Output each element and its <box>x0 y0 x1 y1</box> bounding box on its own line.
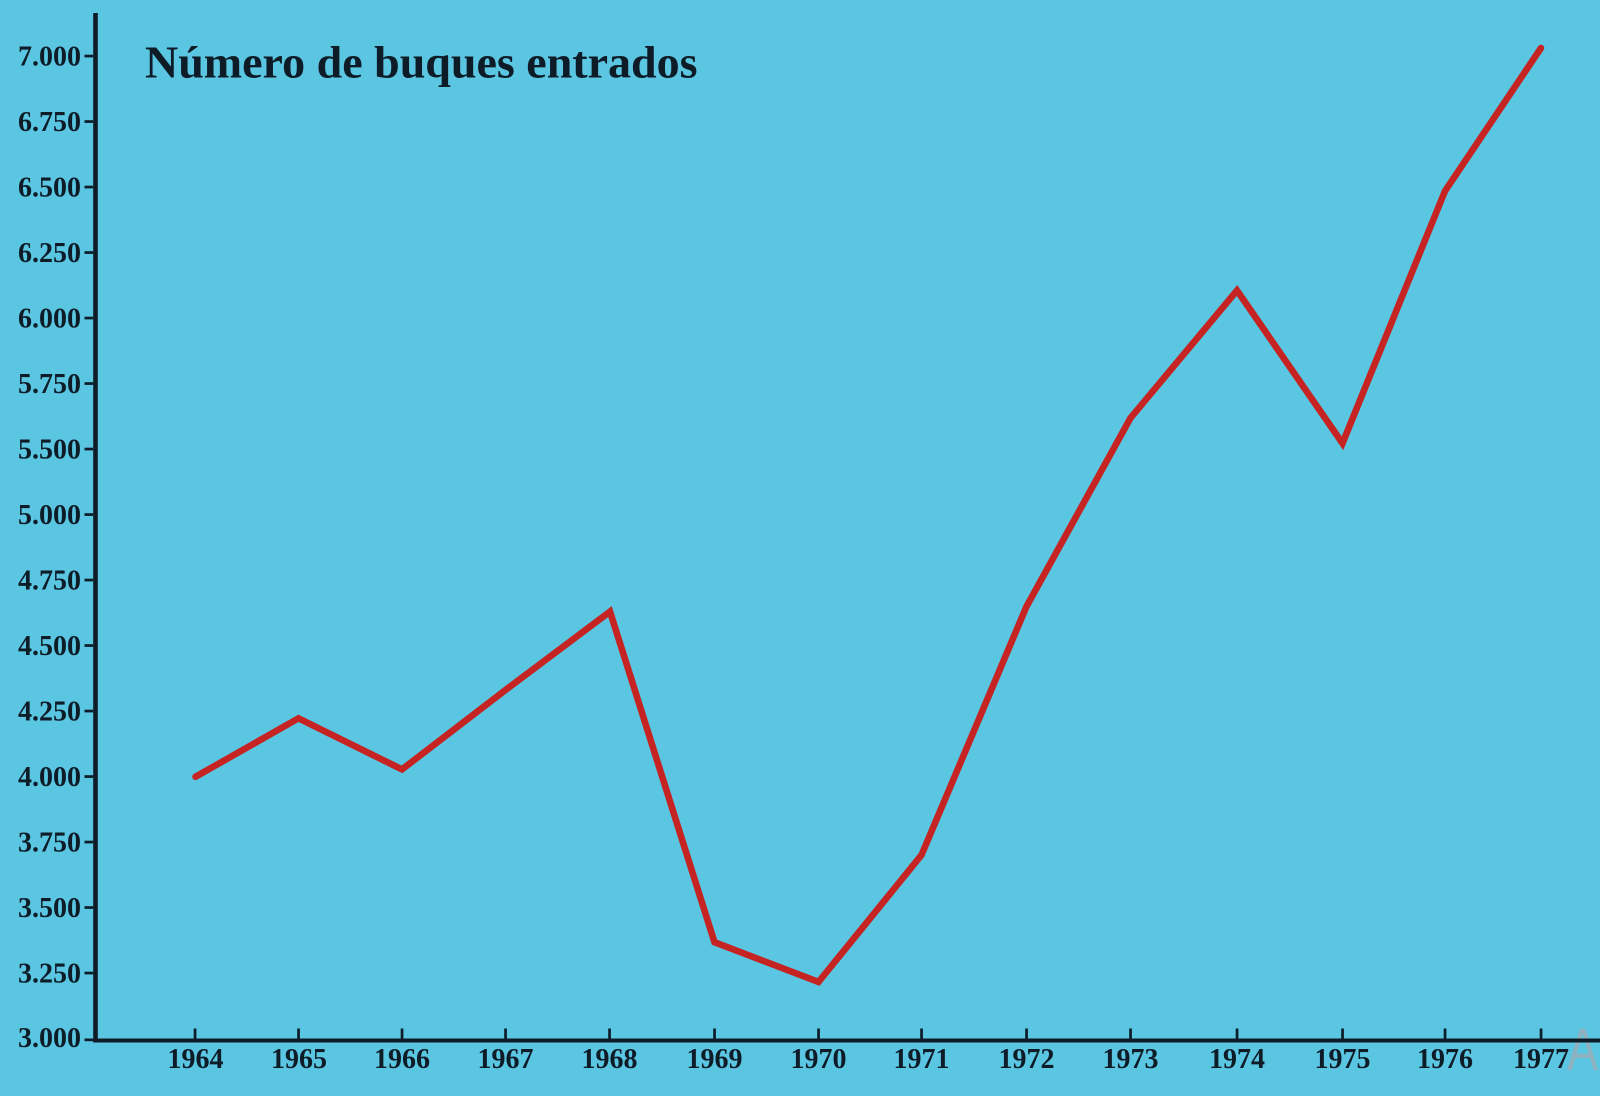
svg-text:6.500: 6.500 <box>18 172 81 203</box>
svg-text:6.750: 6.750 <box>18 107 81 138</box>
svg-text:1964: 1964 <box>168 1044 224 1075</box>
svg-text:A: A <box>1567 1016 1598 1083</box>
svg-text:Número de buques entrados: Número de buques entrados <box>145 37 698 88</box>
svg-text:1970: 1970 <box>791 1044 847 1075</box>
svg-text:1974: 1974 <box>1209 1044 1265 1075</box>
svg-text:5.750: 5.750 <box>18 369 81 400</box>
svg-text:3.000: 3.000 <box>18 1023 81 1054</box>
svg-text:1969: 1969 <box>687 1044 743 1075</box>
svg-text:6.250: 6.250 <box>18 238 81 269</box>
svg-text:1971: 1971 <box>894 1044 950 1075</box>
svg-text:1966: 1966 <box>374 1044 430 1075</box>
svg-text:3.250: 3.250 <box>18 958 81 989</box>
svg-text:1975: 1975 <box>1315 1044 1371 1075</box>
svg-text:6.000: 6.000 <box>18 303 81 334</box>
svg-text:4.500: 4.500 <box>18 631 81 662</box>
svg-text:1977: 1977 <box>1513 1044 1569 1075</box>
svg-text:1967: 1967 <box>478 1044 534 1075</box>
svg-text:1973: 1973 <box>1103 1044 1159 1075</box>
svg-text:7.000: 7.000 <box>18 41 81 72</box>
svg-text:3.500: 3.500 <box>18 893 81 924</box>
svg-text:5.500: 5.500 <box>18 434 81 465</box>
svg-text:1976: 1976 <box>1417 1044 1473 1075</box>
svg-text:1968: 1968 <box>582 1044 638 1075</box>
svg-text:4.000: 4.000 <box>18 762 81 793</box>
svg-text:1972: 1972 <box>999 1044 1055 1075</box>
svg-text:4.750: 4.750 <box>18 565 81 596</box>
svg-text:3.750: 3.750 <box>18 827 81 858</box>
svg-text:5.000: 5.000 <box>18 500 81 531</box>
svg-text:1965: 1965 <box>271 1044 327 1075</box>
svg-text:4.250: 4.250 <box>18 696 81 727</box>
